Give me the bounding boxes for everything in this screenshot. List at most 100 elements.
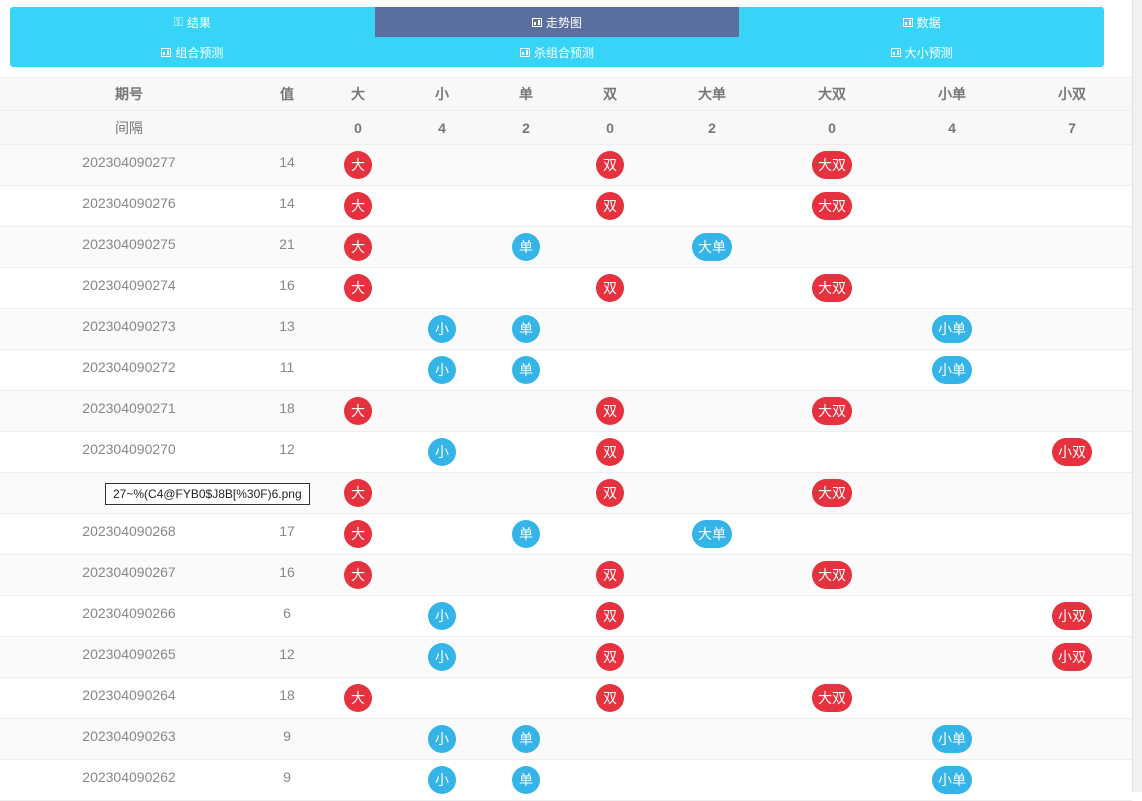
mark-badge: 小单 xyxy=(932,766,972,794)
mark-cell: 大 xyxy=(316,677,400,719)
mark-badge: 双 xyxy=(596,643,624,671)
mark-cell xyxy=(568,718,652,760)
mark-cell xyxy=(652,185,772,227)
column-header[interactable]: 小单 xyxy=(892,77,1012,111)
bar-chart-icon xyxy=(520,47,530,57)
mark-cell xyxy=(316,718,400,760)
column-header[interactable]: 值 xyxy=(258,77,316,111)
table-row: 202304090268 17 大单大单 xyxy=(0,513,1132,555)
bar-chart-icon xyxy=(902,17,913,27)
mark-cell xyxy=(1012,390,1132,432)
mark-cell xyxy=(652,677,772,719)
mark-cell xyxy=(652,431,772,473)
gap-value: 2 xyxy=(652,110,772,145)
mark-cell xyxy=(1012,677,1132,719)
nav-button[interactable]: 大小预测 xyxy=(739,37,1105,67)
mark-badge: 双 xyxy=(596,602,624,630)
sum-value: 11 xyxy=(258,349,316,391)
column-header[interactable]: 小 xyxy=(400,77,484,111)
column-header[interactable]: 大 xyxy=(316,77,400,111)
mark-cell xyxy=(772,759,892,801)
mark-cell: 大 xyxy=(316,390,400,432)
mark-cell xyxy=(652,349,772,391)
table-row: 202304090273 13 小单小单 xyxy=(0,308,1132,350)
mark-cell: 双 xyxy=(568,554,652,596)
mark-badge: 大 xyxy=(344,192,372,220)
mark-cell: 大双 xyxy=(772,554,892,596)
mark-cell xyxy=(652,144,772,186)
mark-cell xyxy=(652,595,772,637)
mark-cell xyxy=(652,718,772,760)
nav-button-label: 走势图 xyxy=(546,15,583,30)
mark-badge: 单 xyxy=(512,356,540,384)
mark-cell: 单 xyxy=(484,308,568,350)
mark-cell xyxy=(772,308,892,350)
sum-value: 6 xyxy=(258,595,316,637)
table-row: 202304090265 12 小双小双 xyxy=(0,636,1132,678)
mark-badge: 双 xyxy=(596,479,624,507)
mark-cell xyxy=(652,636,772,678)
issue-number: 202304090274 xyxy=(0,267,258,309)
mark-badge: 大双 xyxy=(812,151,852,179)
table-row: 202304090264 18 大双大双 xyxy=(0,677,1132,719)
table-row: 202304090274 16 大双大双 xyxy=(0,267,1132,309)
mark-cell xyxy=(892,267,1012,309)
nav-button[interactable]: 走势图 xyxy=(374,7,740,37)
nav-row-1: ⚿ 结果 走势图 数据 xyxy=(10,7,1105,37)
nav-button[interactable]: 组合预测 xyxy=(10,37,375,67)
mark-cell xyxy=(400,267,484,309)
mark-cell xyxy=(772,636,892,678)
nav-button[interactable]: 数据 xyxy=(739,7,1105,37)
column-header[interactable]: 期号 xyxy=(0,77,258,111)
mark-badge: 大双 xyxy=(812,192,852,220)
sum-value: 9 xyxy=(258,759,316,801)
mark-cell: 小 xyxy=(400,431,484,473)
nav-button[interactable]: ⚿ 结果 xyxy=(10,7,375,37)
mark-cell xyxy=(568,308,652,350)
mark-cell: 大双 xyxy=(772,144,892,186)
scrollbar[interactable] xyxy=(1132,0,1142,792)
sum-value: 14 xyxy=(258,144,316,186)
table-row: 202304090262 9 小单小单 xyxy=(0,759,1132,801)
mark-cell: 双 xyxy=(568,267,652,309)
mark-cell xyxy=(892,472,1012,514)
nav-button[interactable]: 杀组合预测 xyxy=(374,37,740,67)
column-header[interactable]: 大单 xyxy=(652,77,772,111)
mark-cell xyxy=(1012,185,1132,227)
mark-cell: 大双 xyxy=(772,677,892,719)
mark-cell xyxy=(400,144,484,186)
sum-value: 17 xyxy=(258,513,316,555)
mark-cell xyxy=(652,554,772,596)
gap-value: 0 xyxy=(568,110,652,145)
mark-badge: 小双 xyxy=(1052,602,1092,630)
sum-value: 14 xyxy=(258,185,316,227)
nav-button-label: 杀组合预测 xyxy=(534,45,595,60)
sum-value: 21 xyxy=(258,226,316,268)
mark-cell: 小 xyxy=(400,718,484,760)
nav-tabs: ⚿ 结果 走势图 数据 组合预测 杀组合预测 大小预测 xyxy=(10,7,1105,67)
mark-cell xyxy=(892,185,1012,227)
table-row: 202304090263 9 小单小单 xyxy=(0,718,1132,760)
gap-value: 7 xyxy=(1012,110,1132,145)
mark-cell xyxy=(1012,554,1132,596)
mark-cell: 大 xyxy=(316,472,400,514)
gap-empty-cell xyxy=(258,110,316,145)
table-row: 202304090272 11 小单小单 xyxy=(0,349,1132,391)
issue-number: 202304090264 xyxy=(0,677,258,719)
column-header[interactable]: 双 xyxy=(568,77,652,111)
sum-value: 13 xyxy=(258,308,316,350)
issue-number: 202304090263 xyxy=(0,718,258,760)
column-header[interactable]: 大双 xyxy=(772,77,892,111)
mark-badge: 小单 xyxy=(932,356,972,384)
column-header[interactable]: 小双 xyxy=(1012,77,1132,111)
sum-value: 16 xyxy=(258,554,316,596)
mark-badge: 单 xyxy=(512,233,540,261)
mark-cell xyxy=(892,144,1012,186)
mark-cell xyxy=(652,759,772,801)
mark-badge: 大双 xyxy=(812,274,852,302)
mark-badge: 大 xyxy=(344,274,372,302)
gap-label: 间隔 xyxy=(0,110,258,145)
mark-cell xyxy=(772,431,892,473)
mark-cell: 大 xyxy=(316,144,400,186)
column-header[interactable]: 单 xyxy=(484,77,568,111)
